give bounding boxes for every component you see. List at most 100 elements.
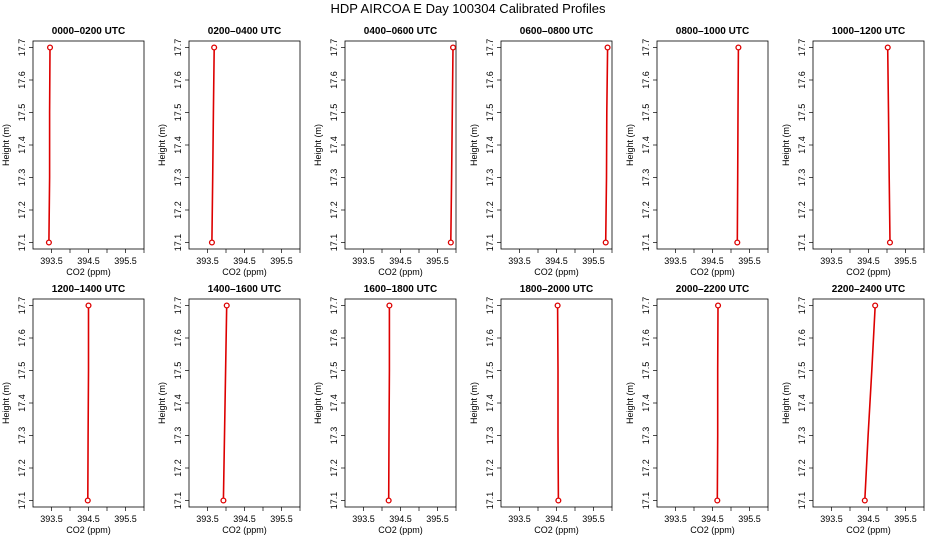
y-tick-label: 17.6 bbox=[641, 329, 651, 347]
panel-title: 2000–2200 UTC bbox=[676, 284, 749, 295]
y-tick-label: 17.2 bbox=[797, 459, 807, 477]
x-tick-label: 395.5 bbox=[582, 514, 605, 524]
y-tick-label: 17.1 bbox=[641, 492, 651, 510]
y-tick-label: 17.1 bbox=[797, 492, 807, 510]
x-tick-label: 395.5 bbox=[738, 256, 761, 266]
y-tick-label: 17.4 bbox=[641, 394, 651, 412]
y-tick-label: 17.3 bbox=[329, 169, 339, 187]
data-point bbox=[555, 497, 562, 504]
y-tick-label: 17.6 bbox=[329, 329, 339, 347]
panel-title: 0800–1000 UTC bbox=[676, 26, 749, 37]
x-axis-label: CO2 (ppm) bbox=[534, 525, 579, 535]
x-axis-label: CO2 (ppm) bbox=[66, 267, 111, 277]
x-tick-label: 393.5 bbox=[40, 256, 63, 266]
x-tick-label: 395.5 bbox=[114, 514, 137, 524]
x-tick-label: 393.5 bbox=[352, 256, 375, 266]
y-tick-label: 17.3 bbox=[641, 427, 651, 445]
profile-line bbox=[556, 305, 560, 501]
x-axis-label: CO2 (ppm) bbox=[378, 267, 423, 277]
y-tick-label: 17.6 bbox=[485, 329, 495, 347]
data-point bbox=[385, 497, 392, 504]
y-tick-label: 17.7 bbox=[797, 297, 807, 315]
y-tick-label: 17.3 bbox=[17, 427, 27, 445]
plot-frame bbox=[656, 298, 769, 508]
y-tick-label: 17.4 bbox=[641, 136, 651, 154]
x-tick-label: 393.5 bbox=[664, 514, 687, 524]
y-axis-label: Height (m) bbox=[781, 124, 791, 166]
y-tick-label: 17.2 bbox=[17, 459, 27, 477]
y-tick-label: 17.7 bbox=[485, 39, 495, 57]
profile-line bbox=[211, 47, 215, 243]
y-tick-label: 17.4 bbox=[17, 136, 27, 154]
data-point bbox=[449, 44, 457, 51]
y-tick-label: 17.2 bbox=[641, 459, 651, 477]
y-tick-label: 17.6 bbox=[797, 329, 807, 347]
y-tick-label: 17.5 bbox=[329, 104, 339, 122]
y-tick-label: 17.4 bbox=[485, 136, 495, 154]
y-tick-label: 17.1 bbox=[329, 492, 339, 510]
data-point bbox=[208, 239, 215, 246]
y-tick-label: 17.4 bbox=[173, 394, 183, 412]
x-tick-label: 394.5 bbox=[857, 514, 880, 524]
data-point bbox=[884, 44, 891, 51]
data-point bbox=[211, 44, 218, 51]
plot-frame bbox=[500, 40, 613, 250]
x-tick-label: 395.5 bbox=[738, 514, 761, 524]
profile-line bbox=[387, 305, 391, 501]
x-tick-label: 395.5 bbox=[894, 256, 917, 266]
data-point bbox=[554, 302, 561, 309]
x-axis-label: CO2 (ppm) bbox=[690, 525, 735, 535]
x-tick-label: 394.5 bbox=[389, 256, 412, 266]
y-axis-label: Height (m) bbox=[157, 124, 167, 166]
y-tick-label: 17.6 bbox=[641, 71, 651, 89]
x-tick-label: 395.5 bbox=[270, 514, 293, 524]
y-tick-label: 17.7 bbox=[641, 39, 651, 57]
y-tick-label: 17.2 bbox=[17, 201, 27, 219]
panel-title: 1800–2000 UTC bbox=[520, 284, 593, 295]
y-axis-label: Height (m) bbox=[313, 382, 323, 424]
x-axis-label: CO2 (ppm) bbox=[846, 267, 891, 277]
y-tick-label: 17.7 bbox=[173, 297, 183, 315]
data-point bbox=[872, 302, 879, 309]
y-axis-label: Height (m) bbox=[469, 124, 479, 166]
y-tick-label: 17.7 bbox=[485, 297, 495, 315]
y-tick-label: 17.3 bbox=[485, 427, 495, 445]
panel-title: 0600–0800 UTC bbox=[520, 26, 593, 37]
plot-frame bbox=[812, 40, 925, 250]
plot-frame bbox=[656, 40, 769, 250]
y-tick-label: 17.3 bbox=[641, 169, 651, 187]
x-axis-label: CO2 (ppm) bbox=[534, 267, 579, 277]
plot-frame bbox=[812, 298, 925, 508]
x-tick-label: 393.5 bbox=[508, 514, 531, 524]
x-tick-label: 395.5 bbox=[894, 514, 917, 524]
y-tick-label: 17.5 bbox=[641, 104, 651, 122]
y-tick-label: 17.1 bbox=[17, 234, 27, 252]
y-tick-label: 17.6 bbox=[173, 329, 183, 347]
x-tick-label: 393.5 bbox=[40, 514, 63, 524]
panel-title: 0200–0400 UTC bbox=[208, 26, 281, 37]
y-tick-label: 17.3 bbox=[329, 427, 339, 445]
x-tick-label: 393.5 bbox=[196, 256, 219, 266]
y-tick-label: 17.1 bbox=[329, 234, 339, 252]
data-point bbox=[602, 239, 609, 246]
data-point bbox=[386, 302, 393, 309]
panel-title: 2200–2400 UTC bbox=[832, 284, 905, 295]
x-tick-label: 393.5 bbox=[664, 256, 687, 266]
data-point bbox=[84, 497, 91, 504]
data-point bbox=[447, 239, 454, 246]
y-tick-label: 17.1 bbox=[173, 492, 183, 510]
y-tick-label: 17.1 bbox=[485, 492, 495, 510]
x-tick-label: 393.5 bbox=[196, 514, 219, 524]
y-axis-label: Height (m) bbox=[313, 124, 323, 166]
data-point bbox=[714, 497, 721, 504]
y-tick-label: 17.6 bbox=[173, 71, 183, 89]
data-point bbox=[85, 302, 92, 309]
